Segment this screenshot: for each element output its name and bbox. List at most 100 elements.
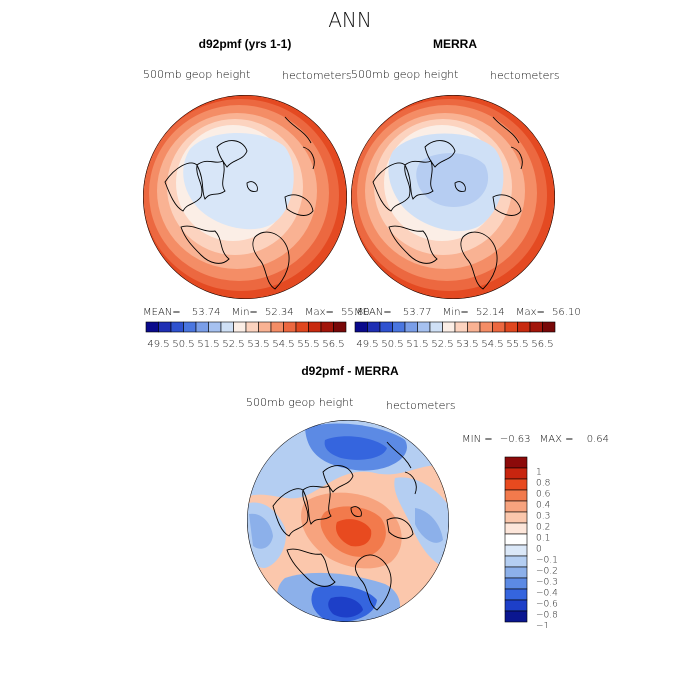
diff-colorbar-swatch (504, 610, 528, 623)
right-colorbar-swatch (479, 321, 493, 333)
left-panel-title: d92pmf (yrs 1-1) (198, 37, 292, 51)
diff-colorbar-swatch (504, 456, 528, 469)
right-colorbar-swatch (504, 321, 518, 333)
left-colorbar-tick-label: 49.5 (147, 339, 169, 350)
left-colorbar-tick-label: 52.5 (222, 339, 244, 350)
diff-max-label: MAX = (539, 434, 574, 445)
page-title: ANN (328, 8, 372, 32)
left-colorbar-swatch (245, 321, 259, 333)
diff-units-label: hectometers (386, 399, 456, 412)
diff-polar-map (247, 420, 449, 622)
right-colorbar-tick-label: 54.5 (481, 339, 503, 350)
right-colorbar-tick-label: 52.5 (431, 339, 453, 350)
diff-colorbar-swatch (504, 500, 528, 513)
right-units-label: hectometers (490, 69, 560, 82)
left-max-value: 55.80 (341, 307, 370, 318)
diff-colorbar-tick-label: 0 (536, 545, 542, 555)
right-colorbar-swatch (367, 321, 381, 333)
left-colorbar-swatch (158, 321, 172, 333)
left-colorbar-swatch (270, 321, 284, 333)
right-colorbar-tick-label: 56.5 (531, 339, 553, 350)
right-colorbar-tick-label: 55.5 (506, 339, 528, 350)
right-colorbar-swatch (542, 321, 556, 333)
right-colorbar-swatch (354, 321, 368, 333)
left-units-label: hectometers (282, 69, 352, 82)
left-mean-value: 53.74 (191, 307, 221, 318)
diff-colorbar-swatch (504, 588, 528, 601)
right-colorbar-swatch (417, 321, 431, 333)
left-min-value: 52.34 (264, 307, 294, 318)
right-panel-title: MERRA (433, 37, 477, 51)
diff-colorbar-swatch (504, 511, 528, 524)
left-colorbar-swatch (220, 321, 234, 333)
left-colorbar: 49.5 50.5 51.5 52.5 53.5 54.5 55.5 56.5 (145, 321, 347, 350)
left-colorbar-tick-label: 51.5 (197, 339, 219, 350)
diff-colorbar-tick-label: 0.2 (536, 523, 550, 533)
diff-colorbar-tick-label: 0.8 (536, 479, 550, 489)
left-colorbar-swatch (283, 321, 297, 333)
left-colorbar-tick-label: 50.5 (172, 339, 194, 350)
left-colorbar-tick-label: 56.5 (322, 339, 344, 350)
diff-colorbar-swatch (504, 555, 528, 568)
diff-min-value: −0.63 (499, 434, 531, 445)
right-stats: MEAN= 53.77 Min= 52.14 Max= 56.10 (354, 307, 581, 318)
right-colorbar-tick-label: 49.5 (356, 339, 378, 350)
left-colorbar-swatch (258, 321, 272, 333)
diff-min-label: MIN = (462, 434, 493, 445)
right-min-label: Min= (442, 307, 469, 318)
right-colorbar-tick-label: 51.5 (406, 339, 428, 350)
right-max-label: Max= (515, 307, 545, 318)
diff-colorbar-swatch (504, 522, 528, 535)
diff-colorbar-tick-label: −0.2 (536, 567, 558, 577)
diff-max-value: 0.64 (586, 434, 609, 445)
diff-colorbar-tick-label: −1 (536, 622, 549, 629)
right-mean-value: 53.77 (402, 307, 432, 318)
diff-colorbar-swatch (504, 467, 528, 480)
left-colorbar-swatch (320, 321, 334, 333)
right-colorbar-swatch (454, 321, 468, 333)
left-colorbar-swatch (233, 321, 247, 333)
diff-colorbar-tick-label: 0.3 (536, 512, 550, 522)
left-colorbar-tick-label: 54.5 (272, 339, 294, 350)
diff-colorbar: 10.80.60.40.30.20.10−0.1−0.2−0.3−0.4−0.6… (504, 456, 558, 629)
left-colorbar-swatch (208, 321, 222, 333)
left-colorbar-swatch (295, 321, 309, 333)
left-max-label: Max= (304, 307, 334, 318)
diff-variable-label: 500mb geop height (246, 396, 354, 409)
diff-colorbar-tick-label: 0.6 (536, 490, 550, 500)
right-colorbar-swatch (467, 321, 481, 333)
right-colorbar: 49.5 50.5 51.5 52.5 53.5 54.5 55.5 56.5 (354, 321, 556, 350)
right-colorbar-tick-label: 50.5 (381, 339, 403, 350)
right-colorbar-swatch (404, 321, 418, 333)
right-colorbar-swatch (529, 321, 543, 333)
diff-colorbar-tick-label: 0.1 (536, 534, 550, 544)
left-polar-map (143, 95, 347, 299)
diff-colorbar-tick-label: −0.4 (536, 589, 558, 599)
left-colorbar-swatch (195, 321, 209, 333)
diff-colorbar-tick-label: −0.3 (536, 578, 558, 588)
diff-colorbar-swatch (504, 478, 528, 491)
diff-colorbar-swatch (504, 533, 528, 546)
diff-panel-title: d92pmf - MERRA (301, 364, 399, 378)
diff-colorbar-swatch (504, 544, 528, 557)
left-colorbar-tick-label: 53.5 (247, 339, 269, 350)
right-colorbar-swatch (392, 321, 406, 333)
left-colorbar-tick-label: 55.5 (297, 339, 319, 350)
left-mean-label: MEAN= (143, 307, 181, 318)
diff-colorbar-tick-label: −0.1 (536, 556, 558, 566)
right-mean-label: MEAN= (354, 307, 392, 318)
diff-colorbar-swatch (504, 566, 528, 579)
diff-colorbar-swatch (504, 489, 528, 502)
right-colorbar-tick-label: 53.5 (456, 339, 478, 350)
left-variable-label: 500mb geop height (143, 68, 251, 81)
diff-stats: MIN = −0.63 MAX = 0.64 (462, 434, 609, 445)
right-colorbar-swatch (492, 321, 506, 333)
right-variable-label: 500mb geop height (351, 68, 459, 81)
diff-colorbar-swatch (504, 577, 528, 590)
diff-colorbar-swatch (504, 599, 528, 612)
right-colorbar-swatch (442, 321, 456, 333)
diff-colorbar-tick-label: 0.4 (536, 501, 550, 511)
right-colorbar-swatch (429, 321, 443, 333)
right-min-value: 52.14 (475, 307, 505, 318)
diff-colorbar-tick-label: −0.6 (536, 600, 558, 610)
